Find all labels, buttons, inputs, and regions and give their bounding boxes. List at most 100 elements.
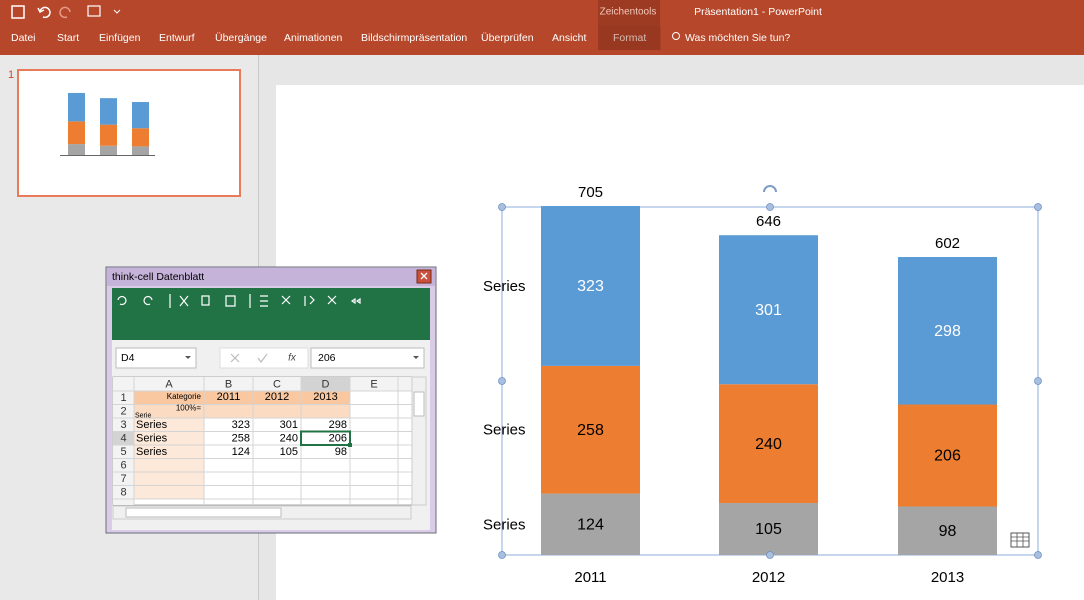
data-label: 258: [577, 422, 604, 439]
slide-thumbnail[interactable]: [17, 69, 241, 197]
ribbon-tab[interactable]: Überprüfen: [481, 32, 534, 44]
column-header-bg: [113, 377, 412, 391]
value-cell: 206: [329, 432, 347, 444]
category-label: 2011: [574, 569, 606, 586]
thumb-segment: [68, 92, 85, 122]
bar-segment: [898, 404, 997, 507]
enter-icon[interactable]: [257, 353, 268, 363]
redo-icon[interactable]: [59, 6, 71, 19]
category-label: 2012: [752, 569, 785, 586]
series-label: Series: [483, 278, 526, 295]
ribbon-tab[interactable]: Einfügen: [99, 32, 141, 44]
ribbon-tab[interactable]: Bildschirmpräsentation: [361, 32, 467, 44]
toolbar-icon[interactable]: [281, 295, 291, 305]
thumb-segment: [68, 144, 85, 155]
row-header: 7: [120, 473, 126, 485]
tell-me[interactable]: Was möchten Sie tun?: [685, 32, 790, 44]
category-label: 2013: [931, 569, 964, 586]
thumb-segment: [100, 98, 117, 125]
toolbar-icon[interactable]: [327, 295, 337, 305]
handle[interactable]: [766, 203, 774, 211]
thumbnail-chart: [60, 92, 155, 156]
undo-icon[interactable]: [37, 6, 51, 19]
thumb-segment: [100, 145, 117, 155]
data-label: 206: [934, 448, 961, 465]
chart: 124 Series 105 98 258 Series 240 206 323 Series 30…: [483, 184, 997, 586]
window-title: Präsentation1 - PowerPoint: [694, 6, 822, 18]
toolbar-icon[interactable]: [201, 295, 210, 306]
toolbar-icons: [117, 294, 361, 308]
lightbulb-icon: [672, 32, 680, 40]
thumb-segment: [132, 146, 149, 155]
row-header: 5: [120, 446, 126, 458]
datasheet-icon-frame[interactable]: [1010, 532, 1030, 548]
value-cell: 240: [280, 432, 298, 444]
presentation-icon[interactable]: [87, 5, 101, 17]
close-x: [420, 272, 428, 280]
toolbar-icon[interactable]: [304, 295, 315, 306]
name-box[interactable]: [115, 347, 197, 369]
save-icon[interactable]: [11, 5, 25, 19]
row-header: 8: [120, 486, 126, 498]
fx-icon[interactable]: fx: [288, 353, 297, 364]
toolbar-icon[interactable]: [179, 295, 189, 307]
value-cell: 298: [329, 419, 347, 431]
scroll-thumb[interactable]: [413, 391, 425, 417]
customize-icon[interactable]: [113, 9, 121, 14]
ribbon-tab[interactable]: Start: [57, 32, 79, 44]
formula-arrow: [413, 356, 419, 359]
serie-label: Serie: [135, 412, 151, 419]
ribbon-tab[interactable]: Ansicht: [552, 32, 587, 44]
value-cell: 301: [280, 419, 298, 431]
name-box-arrow: [185, 356, 191, 359]
name-box-text: D4: [121, 352, 135, 364]
series-label: Series: [483, 422, 526, 439]
toolbar-icon[interactable]: [350, 297, 361, 305]
thumb-segment: [132, 128, 149, 147]
formula-text: 206: [318, 352, 336, 364]
header-cell: Kategorie: [167, 392, 202, 401]
datasheet-titlebar: [107, 268, 435, 286]
toolbar-icon[interactable]: [117, 295, 127, 306]
bar-segment: [719, 503, 818, 555]
datasheet-icon-grid: [1011, 533, 1029, 547]
thumb-segment: [100, 124, 117, 146]
data-label: 124: [577, 517, 604, 534]
label-cell: Series: [136, 432, 168, 444]
handle[interactable]: [1034, 203, 1042, 211]
formula-bar[interactable]: [310, 347, 425, 369]
slide-number: 1: [8, 69, 14, 81]
value-cell: 98: [335, 446, 347, 458]
toolbar-icon[interactable]: [225, 295, 236, 307]
handle[interactable]: [1034, 551, 1042, 559]
handle[interactable]: [766, 551, 774, 559]
data-label: 98: [939, 523, 957, 540]
row-header: 2: [120, 405, 126, 417]
bar-segment: [898, 257, 997, 405]
datasheet-icon[interactable]: [1010, 532, 1030, 548]
handle[interactable]: [1034, 377, 1042, 385]
datasheet-title: think-cell Datenblatt: [112, 271, 204, 283]
bar-segment: [898, 506, 997, 555]
handle[interactable]: [498, 377, 506, 385]
ribbon-tab[interactable]: Datei: [11, 32, 36, 44]
data-label: 298: [934, 323, 961, 340]
toolbar-icon[interactable]: [260, 295, 268, 307]
handle[interactable]: [498, 203, 506, 211]
ribbon-tab[interactable]: Entwurf: [159, 32, 195, 44]
fill-handle: [348, 443, 352, 447]
rotate-handle[interactable]: [763, 185, 777, 193]
selected-cell[interactable]: [300, 430, 351, 446]
toolbar-icon[interactable]: [143, 295, 153, 306]
cancel-icon[interactable]: [230, 353, 240, 363]
handle[interactable]: [498, 551, 506, 559]
ribbon-tab[interactable]: Übergänge: [215, 32, 267, 44]
data-label: 240: [755, 436, 782, 453]
ribbon-tab[interactable]: Animationen: [284, 32, 343, 44]
data-label: 105: [755, 521, 782, 538]
ribbon-tab[interactable]: Format: [613, 32, 646, 44]
hscroll-thumb[interactable]: [125, 507, 282, 518]
bar-segment: [541, 493, 640, 555]
label-cell: Series: [136, 446, 168, 458]
value-cell: 124: [232, 446, 250, 458]
